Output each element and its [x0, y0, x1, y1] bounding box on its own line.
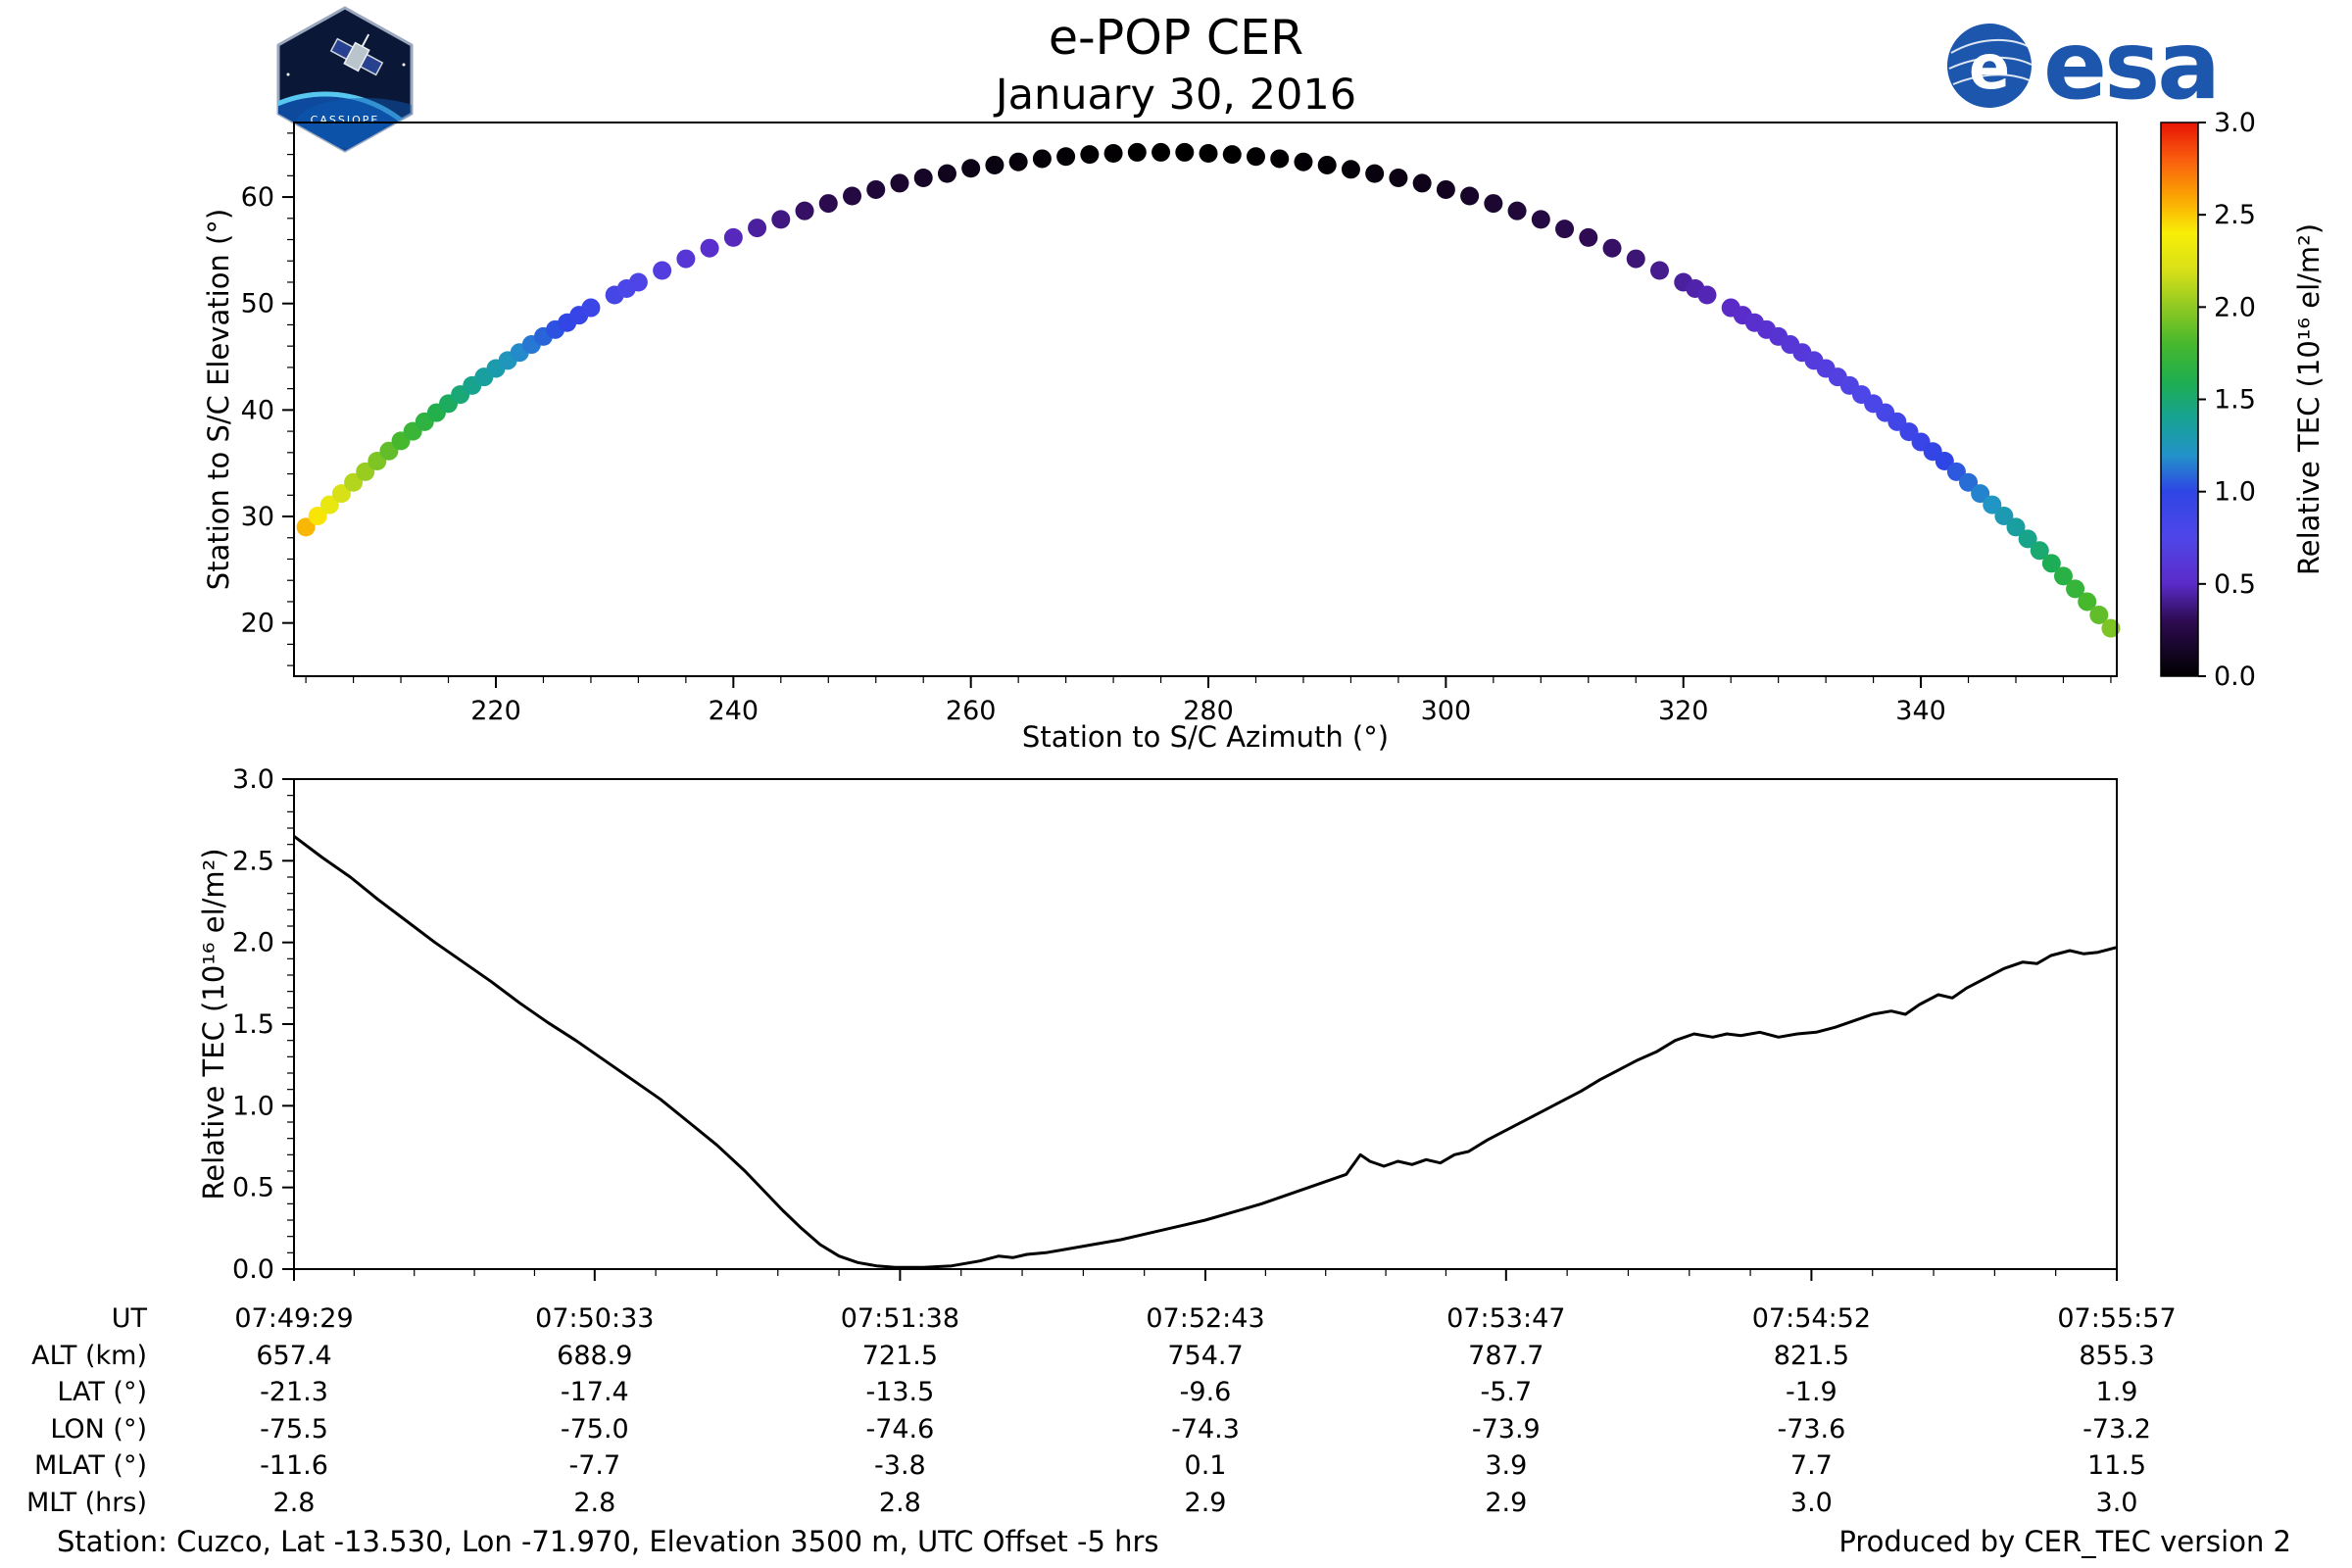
table-row-label: MLAT (°): [34, 1450, 147, 1481]
svg-text:2.5: 2.5: [2214, 200, 2256, 230]
svg-text:60: 60: [241, 182, 274, 213]
table-cell: 855.3: [2079, 1340, 2155, 1371]
table-cell: 2.9: [1184, 1487, 1227, 1518]
esa-globe-icon: e: [1947, 24, 2033, 108]
table-row-label: LAT (°): [57, 1377, 147, 1407]
table-cell: -17.4: [560, 1377, 629, 1407]
table-cell: -73.9: [1471, 1413, 1541, 1445]
table-cell: 721.5: [861, 1340, 939, 1371]
table-cell: 07:52:43: [1146, 1303, 1265, 1334]
esa-wordmark: esa: [2043, 11, 2221, 121]
table-cell: 2.9: [1485, 1487, 1528, 1518]
svg-text:2.0: 2.0: [232, 928, 274, 958]
table-cell: -21.3: [260, 1377, 328, 1407]
table-cell: -75.5: [260, 1413, 328, 1445]
svg-text:220: 220: [470, 696, 521, 726]
svg-text:0.5: 0.5: [2214, 569, 2256, 600]
table-cell: -7.7: [568, 1450, 621, 1481]
svg-text:0.0: 0.0: [2214, 662, 2256, 692]
table-cell: 07:53:47: [1446, 1303, 1566, 1334]
table-cell: 2.8: [573, 1487, 616, 1518]
svg-text:2.5: 2.5: [232, 846, 274, 876]
top-plot-frame: [293, 122, 2118, 677]
table-cell: 787.7: [1468, 1340, 1544, 1371]
table-cell: -3.8: [874, 1450, 926, 1481]
figure-title-block: e-POP CER January 30, 2016: [0, 12, 2352, 120]
produced-by: Produced by CER_TEC version 2: [1838, 1525, 2291, 1558]
table-cell: 2.8: [878, 1487, 921, 1518]
svg-text:3.0: 3.0: [232, 764, 274, 795]
table-cell: -1.9: [1786, 1377, 1838, 1407]
svg-text:1.5: 1.5: [232, 1009, 274, 1040]
table-row-label: UT: [111, 1303, 147, 1334]
svg-text:240: 240: [709, 696, 760, 726]
bottom-plot-ylabel: Relative TEC (10¹⁶ el/m²): [197, 848, 230, 1200]
esa-mark-e: e: [1969, 31, 2010, 103]
top-plot-xlabel: Station to S/C Azimuth (°): [1022, 720, 1389, 754]
colorbar: 0.0 0.5 1.0 1.5 2.0 2.5 3.0 Relative TEC (10¹⁶ …: [2160, 108, 2326, 692]
table-row-label: MLT (hrs): [25, 1487, 147, 1518]
svg-text:1.0: 1.0: [2214, 477, 2256, 508]
elevation-azimuth-scatter: [296, 142, 2121, 638]
table-cell: 07:50:33: [535, 1303, 655, 1334]
figure-date: January 30, 2016: [995, 70, 1357, 120]
colorbar-label: Relative TEC (10¹⁶ el/m²): [2292, 223, 2326, 575]
svg-text:1.5: 1.5: [2214, 385, 2256, 416]
table-cell: -73.6: [1777, 1413, 1846, 1445]
table-cell: 1.9: [2095, 1377, 2138, 1407]
bottom-plot-axis-ticks: 0.0 0.5 1.0 1.5 2.0 2.5 3.0: [232, 764, 2118, 1285]
table-cell: -75.0: [560, 1413, 629, 1445]
svg-text:340: 340: [1895, 696, 1946, 726]
top-plot-axis-ticks: 220 240 260 280 300 320 340 20 30 40 50 60: [241, 132, 2112, 726]
svg-text:40: 40: [241, 395, 274, 425]
svg-text:20: 20: [241, 609, 274, 639]
svg-text:50: 50: [241, 289, 274, 319]
table-row-label: LON (°): [50, 1413, 147, 1445]
svg-text:30: 30: [241, 502, 274, 532]
table-cell: 821.5: [1773, 1340, 1850, 1371]
table-cell: 754.7: [1167, 1340, 1244, 1371]
table-cell: 3.0: [1789, 1487, 1833, 1518]
table-cell: 657.4: [256, 1340, 332, 1371]
table-cell: -5.7: [1480, 1377, 1533, 1407]
svg-text:0.0: 0.0: [232, 1254, 274, 1285]
colorbar-gradient: [2160, 122, 2199, 677]
table-cell: -74.6: [865, 1413, 935, 1445]
svg-text:2.0: 2.0: [2214, 292, 2256, 322]
esa-logo: e esa: [1945, 11, 2221, 121]
table-cell: 2.8: [272, 1487, 316, 1518]
table-cell: 7.7: [1789, 1450, 1833, 1481]
table-cell: 0.1: [1184, 1450, 1227, 1481]
bottom-plot: 0.0 0.5 1.0 1.5 2.0 2.5 3.0 Relative TEC (10¹⁶ …: [197, 764, 2118, 1285]
svg-text:3.0: 3.0: [2214, 108, 2256, 138]
table-cell: -74.3: [1171, 1413, 1240, 1445]
table-cell: -73.2: [2082, 1413, 2151, 1445]
table-row-label: ALT (km): [31, 1340, 147, 1371]
table-cell: -11.6: [260, 1450, 328, 1481]
figure-title: e-POP CER: [1048, 10, 1304, 66]
svg-text:280: 280: [1183, 696, 1234, 726]
svg-text:320: 320: [1658, 696, 1709, 726]
table-cell: 07:54:52: [1751, 1303, 1872, 1334]
table-cell: 07:49:29: [234, 1303, 354, 1334]
svg-text:260: 260: [946, 696, 997, 726]
table-cell: -13.5: [865, 1377, 935, 1407]
table-cell: -9.6: [1179, 1377, 1232, 1407]
station-info: Station: Cuzco, Lat -13.530, Lon -71.970…: [57, 1525, 1159, 1558]
table-cell: 07:55:57: [2057, 1303, 2177, 1334]
table-cell: 11.5: [2086, 1450, 2147, 1481]
patch-satellite-icon: [329, 33, 384, 76]
svg-text:300: 300: [1421, 696, 1472, 726]
table-cell: 688.9: [557, 1340, 633, 1371]
table-cell: 3.9: [1485, 1450, 1528, 1481]
tec-time-line: [293, 835, 2118, 1269]
top-plot-ylabel: Station to S/C Elevation (°): [202, 209, 235, 590]
table-cell: 3.0: [2095, 1487, 2138, 1518]
table-cell: 07:51:38: [840, 1303, 960, 1334]
svg-text:0.5: 0.5: [232, 1173, 274, 1203]
svg-text:1.0: 1.0: [232, 1091, 274, 1121]
